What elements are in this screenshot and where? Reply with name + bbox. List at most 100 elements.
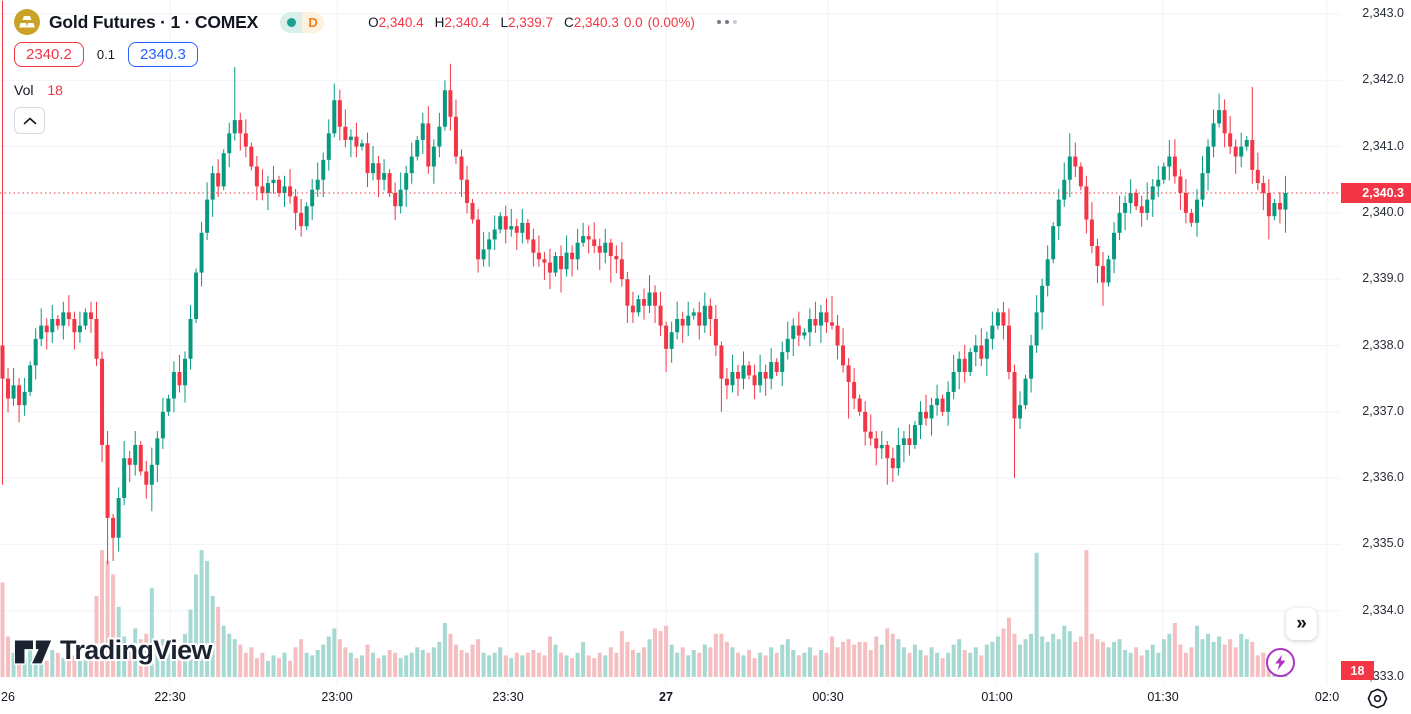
volume-bar (686, 655, 691, 677)
candle-body (1112, 232, 1117, 260)
price-axis[interactable]: 2,343.0 2,342.0 2,341.0 2,340.0 2,339.0 2,338… (1341, 0, 1411, 684)
axis-settings-button[interactable] (1365, 686, 1389, 710)
candle-body (1018, 405, 1023, 419)
volume-bar (520, 655, 525, 677)
candle-body (420, 123, 425, 140)
more-menu-icon[interactable] (713, 16, 741, 28)
volume-bar (94, 596, 99, 677)
volume-bar (835, 647, 840, 677)
candle-body (127, 458, 132, 465)
volume-bar (802, 652, 807, 677)
candle-body (1200, 173, 1205, 200)
candle-body (1051, 226, 1056, 260)
candle-body (962, 358, 967, 373)
volume-bar (155, 647, 160, 677)
candle-body (254, 166, 259, 187)
candle-body (77, 325, 82, 333)
volume-bar (586, 655, 591, 677)
volume-bar (1040, 636, 1045, 677)
volume-bar (1089, 633, 1094, 677)
volume-bar (1189, 647, 1194, 677)
candle-body (44, 325, 49, 333)
volume-bar (890, 633, 895, 677)
candle-body (802, 332, 807, 336)
volume-bar (348, 652, 353, 677)
volume-bar (641, 647, 646, 677)
volume-bar (1206, 633, 1211, 677)
candle-body (50, 318, 55, 333)
tradingview-logo[interactable]: TradingView (14, 635, 213, 666)
candle-body (697, 312, 702, 326)
volume-bar (221, 625, 226, 677)
candle-body (470, 202, 475, 220)
volume-bar (614, 652, 619, 677)
candle-body (691, 312, 696, 316)
volume-bar (138, 639, 143, 677)
volume-bar (509, 658, 514, 677)
volume-bar (503, 655, 508, 677)
time-axis-label: 26 (1, 690, 15, 704)
candle-body (199, 232, 204, 273)
volume-bar (791, 650, 796, 677)
candle-body (619, 259, 624, 280)
volume-bar (260, 652, 265, 677)
volume-bar (664, 625, 669, 677)
candle-body (774, 362, 779, 373)
volume-current-value: 18 (47, 82, 63, 98)
volume-bar (708, 647, 713, 677)
volume-bar (365, 644, 370, 677)
volume-bar (1012, 633, 1017, 677)
candle-body (846, 365, 851, 382)
time-axis-label: 23:30 (492, 690, 524, 704)
volume-bar (1161, 639, 1166, 677)
candle-body (1100, 265, 1105, 283)
volume-bar (459, 650, 464, 677)
volume-bar (210, 596, 215, 677)
candle-body (1272, 202, 1277, 217)
candle-body (1172, 156, 1177, 177)
volume-bar (995, 636, 1000, 677)
time-axis[interactable]: 26 22:30 23:00 23:30 27 00:30 01:00 01:30 02:0 (0, 684, 1341, 714)
candle-body (658, 305, 663, 326)
candle-body (752, 375, 757, 386)
scroll-to-latest-button[interactable]: » (1286, 608, 1317, 640)
collapse-legend-button[interactable] (14, 107, 45, 134)
buy-ask-button[interactable]: 2340.3 (127, 42, 198, 67)
candle-body (354, 136, 359, 147)
candle-body (818, 312, 823, 326)
candlestick-chart[interactable] (0, 0, 1341, 714)
candle-body (525, 222, 530, 240)
volume-bar (625, 641, 630, 677)
volume-bar (846, 639, 851, 677)
market-status-badge[interactable]: D (280, 11, 325, 33)
volume-bar (354, 658, 359, 677)
candle-body (321, 159, 326, 180)
volume-legend: Vol 18 (14, 82, 63, 98)
candle-body (22, 391, 27, 406)
gold-symbol-icon (14, 9, 40, 35)
candle-body (1261, 183, 1266, 194)
volume-bar (288, 660, 293, 677)
volume-bar (874, 636, 879, 677)
volume-bar (735, 652, 740, 677)
candle-body (1222, 110, 1227, 134)
symbol-title[interactable]: Gold Futures · 1 · COMEX (49, 11, 259, 32)
ohlc-values: O2,340.4 H2,340.4 L2,339.7 C2,340.3 0.0 … (368, 14, 695, 30)
double-chevron-right-icon: » (1296, 613, 1307, 634)
candle-body (1250, 139, 1255, 170)
volume-bar (946, 652, 951, 677)
volume-bar (28, 647, 33, 677)
volume-bar (1172, 623, 1177, 677)
candle-body (531, 239, 536, 253)
time-axis-label: 01:00 (981, 690, 1013, 704)
instant-trading-button[interactable] (1266, 648, 1295, 677)
candle-body (1078, 166, 1083, 187)
candle-body (1117, 212, 1122, 233)
candle-body (166, 398, 171, 412)
volume-bar (1194, 625, 1199, 677)
volume-bar (205, 560, 210, 677)
sell-bid-button[interactable]: 2340.2 (14, 42, 84, 67)
candle-body (216, 173, 221, 187)
candle-body (337, 100, 342, 127)
candle-body (371, 163, 376, 174)
